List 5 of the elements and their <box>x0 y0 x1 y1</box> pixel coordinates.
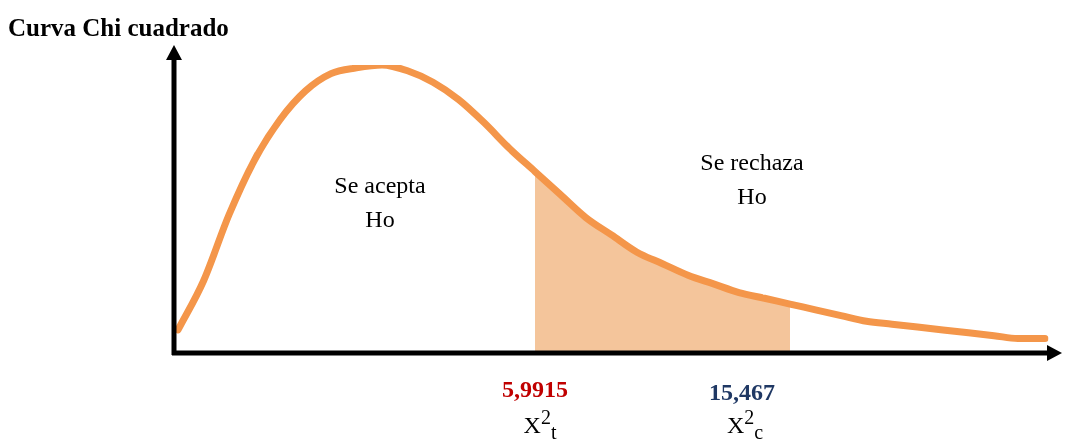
chart-title: Curva Chi cuadrado <box>8 14 229 42</box>
text: 15,467 <box>709 379 775 405</box>
annotation: Se rechaza Ho <box>699 148 805 211</box>
text: 5,9915 <box>501 375 569 404</box>
annotation: Se acepta Ho <box>333 171 427 234</box>
